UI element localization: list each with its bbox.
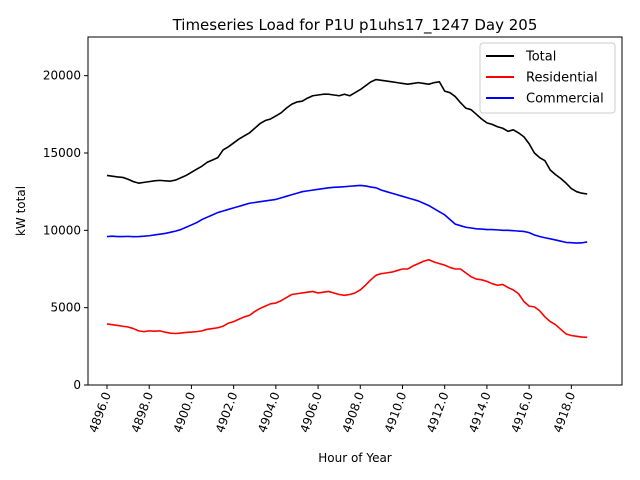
series-line-total <box>106 78 588 195</box>
plot-frame <box>87 36 623 386</box>
legend-label-total: Total <box>525 50 556 65</box>
y-tick-label: 0 <box>73 378 81 392</box>
legend-label-residential: Residential <box>526 71 598 86</box>
legend-label-commercial: Commercial <box>526 92 604 107</box>
y-tick-label: 10000 <box>43 223 81 237</box>
y-axis-label: kW total <box>14 186 28 236</box>
chart-title: Timeseries Load for P1U p1uhs17_1247 Day… <box>172 16 538 35</box>
series-line-residential <box>106 258 588 339</box>
y-tick-label: 15000 <box>43 146 81 160</box>
legend-box <box>479 42 616 114</box>
series-lines <box>106 78 588 339</box>
legend: Total Residential Commercial <box>479 42 616 114</box>
x-axis-label: Hour of Year <box>318 451 392 465</box>
series-line-commercial <box>106 184 588 244</box>
y-tick-label: 20000 <box>43 69 81 83</box>
y-tick-label: 5000 <box>50 301 81 315</box>
